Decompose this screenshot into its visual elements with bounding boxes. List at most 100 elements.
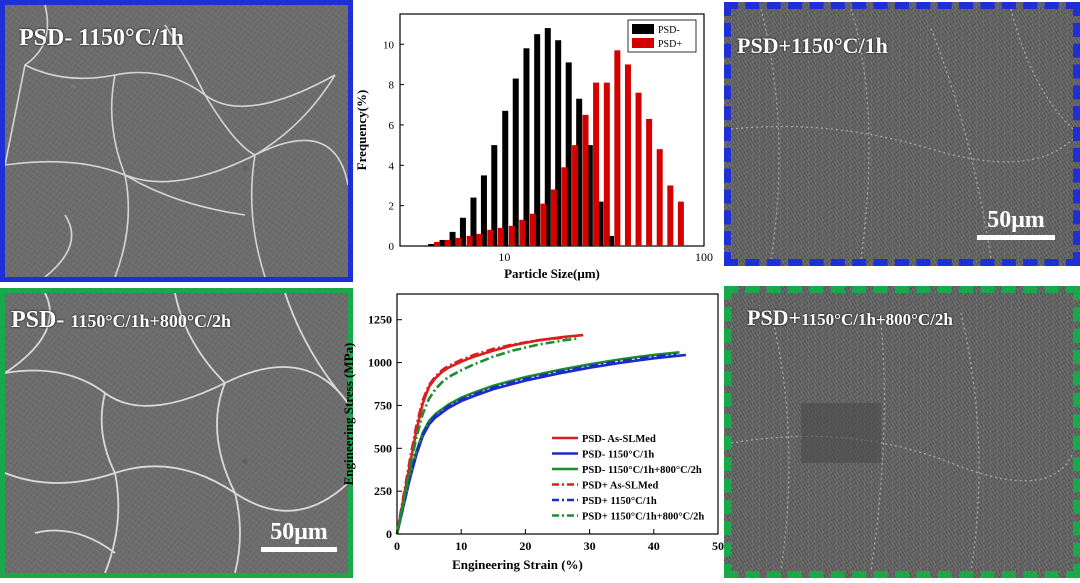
scale-bar-line — [977, 235, 1055, 240]
grain-boundaries — [731, 9, 1073, 259]
micrograph-psd-plus-1150: PSD+1150°C/1h 50μm — [724, 2, 1080, 266]
bar-psd-plus — [519, 219, 526, 246]
plot-frame — [396, 293, 719, 535]
bar-psd-minus — [512, 78, 519, 246]
panel-label-prefix: PSD+ — [747, 305, 802, 330]
legend-label: PSD+ As-SLMed — [582, 481, 658, 492]
scale-bar-line — [261, 547, 337, 552]
panel-label-prefix: PSD- — [11, 307, 71, 333]
scale-bar-bottom-left: 50μm — [261, 519, 337, 552]
panel-label-suffix: 1150°C/1h+800°C/2h — [70, 311, 232, 331]
bar-psd-plus — [624, 64, 631, 246]
micrograph-psd-minus-1150: PSD- 1150°C/1h — [0, 0, 353, 282]
curve-4 — [395, 352, 677, 535]
y-tick-label: 6 — [389, 120, 395, 132]
legend-swatch — [632, 24, 654, 34]
y-tick-label: 0 — [386, 527, 392, 541]
bar-psd-minus — [459, 217, 466, 246]
bar-psd-plus — [455, 237, 462, 246]
legend-label: PSD+ — [658, 39, 682, 50]
panel-label-bottom-right: PSD+1150°C/1h+800°C/2h — [747, 305, 953, 331]
bar-psd-plus — [614, 50, 621, 246]
legend-swatch — [632, 38, 654, 48]
bar-psd-minus — [523, 48, 530, 246]
y-tick-label: 500 — [374, 441, 392, 455]
y-tick-label: 8 — [389, 80, 395, 92]
micrograph-psd-minus-1150-800: PSD- 1150°C/1h+800°C/2h 50μm — [0, 288, 353, 578]
legend-label: PSD+ 1150°C/1h+800°C/2h — [582, 512, 704, 523]
legend-label: PSD- 1150°C/1h+800°C/2h — [582, 465, 702, 476]
bar-psd-plus — [646, 118, 653, 246]
y-tick-label: 750 — [374, 398, 392, 412]
bar-psd-plus — [487, 229, 494, 246]
x-tick-label: 100 — [695, 250, 713, 264]
panel-label-top-right: PSD+1150°C/1h — [737, 33, 888, 58]
x-tick-label: 30 — [584, 539, 596, 553]
bar-psd-minus — [491, 145, 498, 246]
grain-boundaries — [5, 293, 348, 573]
bar-psd-plus — [466, 235, 473, 246]
x-axis-label: Engineering Strain (%) — [452, 557, 583, 572]
bar-psd-minus — [544, 28, 551, 247]
panel-label-suffix: 1150°C/1h+800°C/2h — [801, 310, 953, 329]
bar-psd-minus — [607, 235, 614, 246]
bar-psd-plus — [540, 203, 547, 246]
panel-label-bottom-left: PSD- 1150°C/1h+800°C/2h — [11, 307, 231, 334]
scale-bar-label: 50μm — [270, 519, 328, 545]
bar-psd-minus — [555, 40, 562, 246]
bar-psd-plus — [593, 82, 600, 246]
bar-psd-plus — [603, 82, 610, 246]
bar-psd-minus — [565, 62, 572, 247]
bar-psd-minus — [428, 243, 435, 246]
x-tick-label: 0 — [394, 539, 400, 553]
bar-psd-plus — [561, 167, 568, 246]
grain-boundaries — [731, 312, 1073, 571]
bar-psd-minus — [597, 201, 604, 246]
bar-psd-minus — [576, 98, 583, 246]
x-axis-label: Particle Size(μm) — [504, 266, 600, 281]
x-tick-label: 20 — [519, 539, 531, 553]
bar-psd-minus — [480, 175, 487, 246]
bar-psd-minus — [449, 231, 456, 246]
bar-psd-minus — [439, 239, 446, 246]
scale-bar-label: 50μm — [987, 207, 1045, 233]
bar-psd-minus — [470, 197, 477, 246]
bar-psd-minus — [534, 34, 541, 246]
bar-psd-plus — [529, 213, 536, 246]
legend-label: PSD+ 1150°C/1h — [582, 496, 657, 507]
bar-psd-plus — [550, 189, 557, 246]
bar-psd-plus — [444, 239, 451, 246]
grain-boundaries — [5, 5, 348, 277]
y-tick-label: 10 — [383, 39, 395, 51]
bar-psd-plus — [508, 225, 515, 246]
legend-label: PSD- As-SLMed — [582, 434, 656, 445]
bar-psd-minus — [502, 110, 509, 247]
y-tick-label: 1250 — [368, 313, 392, 327]
y-tick-label: 1000 — [368, 356, 392, 370]
bar-psd-minus — [586, 145, 593, 246]
bar-psd-plus — [656, 149, 663, 246]
legend-label: PSD- — [658, 25, 680, 36]
bar-psd-plus — [667, 185, 674, 246]
bar-psd-plus — [572, 145, 579, 246]
bar-psd-plus — [476, 233, 483, 246]
x-tick-label: 10 — [498, 250, 510, 264]
micrograph-psd-plus-1150-800: PSD+1150°C/1h+800°C/2h — [724, 286, 1080, 578]
y-tick-label: 2 — [389, 201, 395, 213]
bar-psd-plus — [582, 114, 589, 246]
y-tick-label: 0 — [389, 241, 395, 253]
stress-strain-chart: 0 250 500 750 1000 1250 0 10 20 30 40 50 Engineering… — [341, 293, 724, 572]
particle-size-histogram: 0 2 4 6 8 10 10 100 Particle Size(μm) Frequency(%… — [354, 13, 713, 281]
curve-5 — [395, 337, 577, 535]
bar-psd-plus — [677, 201, 684, 246]
y-tick-label: 4 — [389, 160, 395, 172]
x-tick-label: 10 — [455, 539, 467, 553]
bar-psd-plus — [497, 227, 504, 246]
y-axis-label: Frequency(%) — [354, 90, 369, 171]
panel-label-top-left: PSD- 1150°C/1h — [19, 25, 184, 51]
y-tick-label: 250 — [374, 484, 392, 498]
x-tick-label: 40 — [648, 539, 660, 553]
y-axis-label: Engineering Stress (MPa) — [341, 343, 356, 486]
bar-psd-plus — [635, 92, 642, 247]
bar-psd-plus — [434, 241, 441, 246]
